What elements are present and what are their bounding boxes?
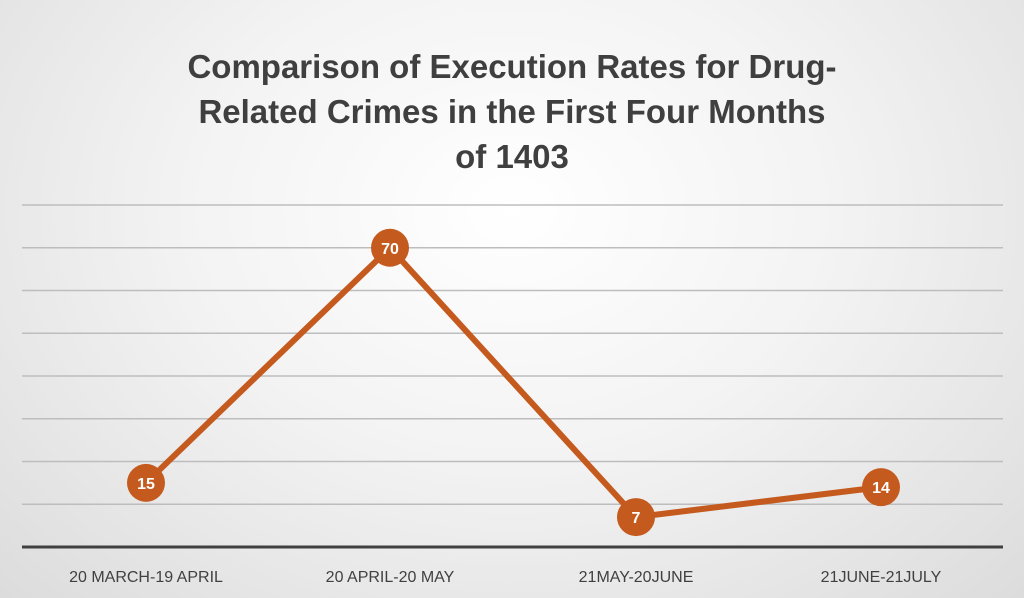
data-label-3: 7 [632, 510, 641, 527]
chart-title-line-3: of 1403 [455, 138, 569, 175]
gridlines [22, 204, 1003, 506]
x-tick-label-3: 21MAY-20JUNE [579, 569, 694, 586]
chart-title-line-2: Related Crimes in the First Four Months [198, 93, 826, 130]
x-tick-label-1: 20 MARCH-19 APRIL [69, 569, 223, 586]
x-tick-label-2: 20 APRIL-20 MAY [326, 569, 455, 586]
series-executions: 15 70 7 14 [127, 228, 900, 537]
data-label-2: 70 [381, 241, 399, 258]
data-point-4 [862, 468, 900, 507]
x-tick-labels: 20 MARCH-19 APRIL 20 APRIL-20 MAY 21MAY-20… [69, 569, 942, 586]
series-line [143, 243, 884, 521]
data-point-2 [371, 228, 409, 267]
data-label-1: 15 [137, 476, 155, 493]
data-point-1 [127, 463, 165, 502]
data-label-4: 14 [872, 480, 890, 497]
data-point-3 [617, 498, 655, 537]
chart-title: Comparison of Execution Rates for Drug- … [0, 44, 1024, 179]
chart-title-line-1: Comparison of Execution Rates for Drug- [187, 48, 837, 85]
x-tick-label-4: 21JUNE-21JULY [821, 569, 942, 586]
